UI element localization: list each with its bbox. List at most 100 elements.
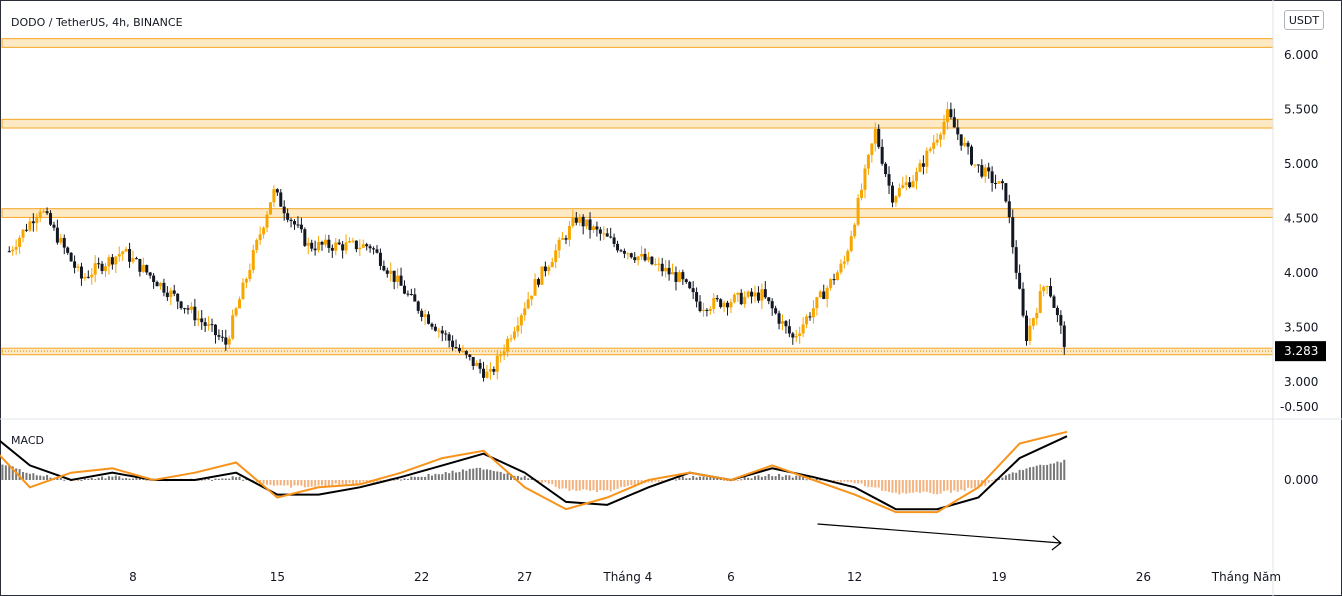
candle-body — [543, 266, 547, 272]
candle-body — [141, 265, 145, 272]
macd-hist-bar — [475, 467, 478, 480]
candle-body — [750, 291, 754, 297]
candle-body — [695, 292, 699, 302]
candle-body — [897, 187, 901, 197]
macd-hist-bar — [530, 478, 533, 480]
candle-body — [165, 292, 169, 297]
macd-hist-bar — [540, 480, 543, 484]
divergence-arrow-line — [817, 523, 1061, 544]
macd-hist-bar — [420, 476, 423, 480]
candle-body — [994, 182, 998, 184]
macd-hist-bar — [1001, 477, 1004, 480]
candle-body — [488, 369, 492, 372]
candle-body — [21, 229, 25, 238]
candle-body — [935, 139, 939, 143]
candle-body — [399, 275, 403, 286]
candle-body — [1038, 291, 1042, 313]
candle-body — [121, 251, 125, 255]
candle-body — [344, 242, 348, 251]
macd-hist-bar — [42, 476, 45, 480]
macd-hist-bar — [819, 479, 822, 481]
macd-hist-bar — [228, 478, 231, 480]
macd-hist-bar — [351, 480, 354, 485]
candle-body — [509, 338, 513, 340]
candle-body — [76, 266, 80, 268]
macd-hist-bar — [1022, 470, 1025, 480]
candle-body — [348, 240, 351, 243]
candle-body — [588, 219, 592, 231]
candle-body — [169, 290, 173, 297]
candle-body — [52, 224, 56, 228]
candle-body — [313, 248, 317, 251]
candle-body — [884, 163, 888, 175]
candle-body — [664, 267, 668, 272]
macd-hist-bar — [898, 480, 901, 495]
macd-hist-bar — [417, 476, 420, 480]
macd-hist-bar — [465, 470, 468, 480]
candle-body — [423, 314, 427, 317]
candle-body — [224, 337, 228, 345]
macd-line — [0, 435, 1068, 511]
macd-hist-bar — [204, 479, 207, 481]
macd-hist-bar — [860, 480, 863, 484]
macd-hist-bar — [740, 479, 743, 481]
macd-hist-bar — [953, 480, 956, 491]
candle-body — [406, 293, 410, 295]
candle-body — [482, 368, 486, 378]
macd-hist-bar — [492, 471, 495, 480]
candle-body — [942, 121, 946, 135]
macd-hist-bar — [661, 480, 664, 482]
candle-body — [952, 117, 956, 128]
candle-body — [193, 306, 197, 321]
macd-hist-bar — [891, 480, 894, 493]
candle-body — [79, 266, 83, 279]
price-tick-label: 5.000 — [1284, 157, 1318, 171]
macd-hist-bar — [458, 471, 461, 480]
candle-body — [433, 326, 437, 331]
candle-body — [959, 134, 963, 146]
macd-hist-bar — [211, 479, 214, 481]
macd-hist-bar — [290, 480, 293, 488]
macd-hist-bar — [331, 480, 334, 486]
candle-body — [743, 296, 747, 305]
candle-body — [1018, 272, 1022, 289]
candle-body — [286, 213, 290, 220]
candle-body — [777, 313, 781, 324]
candle-body — [564, 238, 568, 240]
currency-badge[interactable]: USDT — [1284, 10, 1324, 30]
candle-body — [358, 247, 362, 250]
divergence-arrowhead — [1051, 535, 1062, 551]
candle-body — [231, 315, 235, 339]
candle-body — [268, 202, 272, 215]
candle-body — [966, 142, 970, 147]
pair-legend: DODO / TetherUS, 4h, BINANCE — [11, 16, 183, 29]
candle-body — [712, 298, 716, 309]
macd-hist-bar — [743, 476, 746, 480]
macd-hist-bar — [943, 480, 946, 492]
candle-body — [361, 244, 365, 248]
candle-body — [626, 253, 630, 255]
candle-body — [183, 308, 187, 310]
macd-hist-bar — [805, 479, 808, 481]
macd-hist-bar — [444, 472, 447, 480]
candle-body — [688, 282, 692, 289]
price-tick-label: 4.500 — [1284, 212, 1318, 226]
macd-hist-bar — [850, 480, 853, 483]
macd-hist-bar — [11, 466, 14, 480]
macd-hist-bar — [80, 479, 83, 481]
candle-body — [323, 239, 327, 245]
macd-hist-bar — [1028, 467, 1031, 480]
candle-body — [7, 251, 11, 253]
macd-hist-bar — [338, 480, 341, 485]
macd-hist-bar — [448, 473, 451, 480]
candle-body — [829, 279, 833, 288]
candle-body — [987, 167, 991, 172]
candle-body — [629, 253, 633, 258]
macd-hist-bar — [788, 475, 791, 480]
candle-body — [272, 189, 276, 203]
macd-hist-bar — [413, 476, 416, 480]
candle-body — [1055, 307, 1059, 316]
macd-hist-bar — [613, 480, 616, 490]
candle-body — [337, 242, 341, 245]
